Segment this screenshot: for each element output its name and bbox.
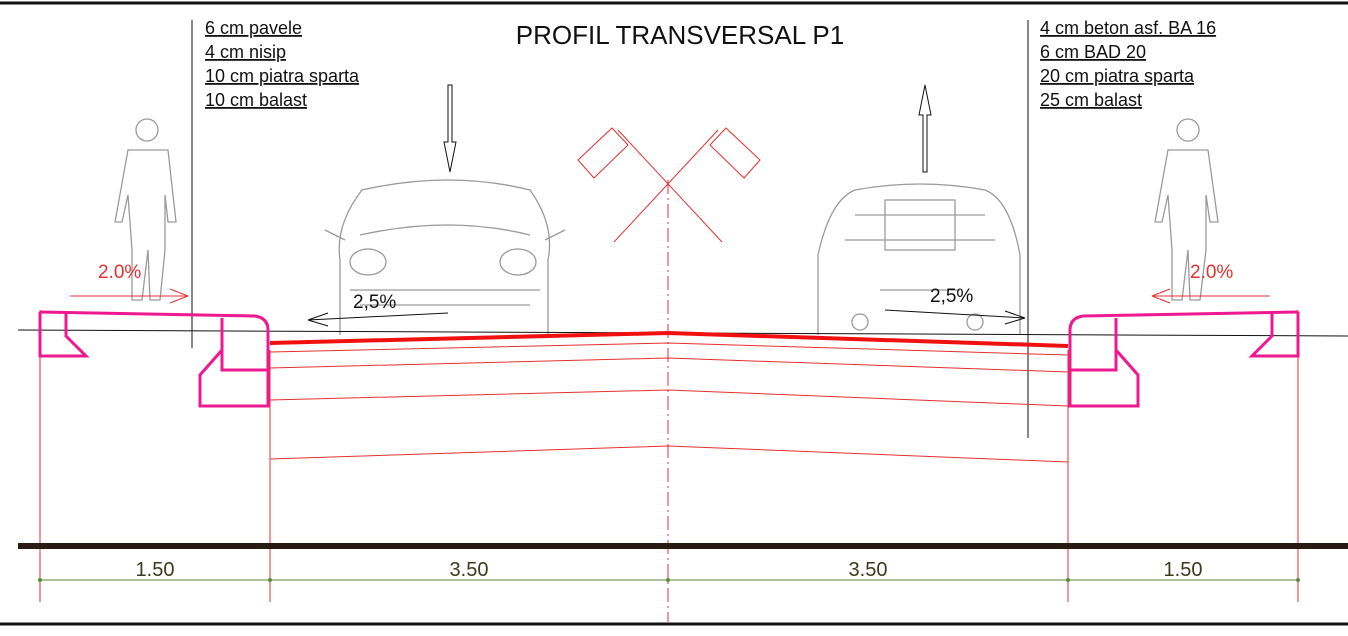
layer-label: 6 cm pavele <box>205 18 302 38</box>
layer-label: 10 cm balast <box>205 90 307 110</box>
dimension: 1.50 <box>136 559 175 581</box>
right-sidewalk <box>1068 310 1300 408</box>
arrow-down <box>443 84 457 173</box>
car-rear <box>817 183 1021 335</box>
lane-slope-arrows <box>307 309 1026 327</box>
dimension: 1.50 <box>1164 559 1203 581</box>
layer-label: 20 cm piatra sparta <box>1040 66 1195 86</box>
slope-label: 2.0% <box>98 262 141 283</box>
left-layers: 6 cm pavele 4 cm nisip 10 cm piatra sparta… <box>205 18 360 110</box>
slope-label: 2,5% <box>353 292 396 313</box>
slope-arrows <box>70 288 1270 304</box>
road-surface <box>269 330 1069 348</box>
layer-label: 10 cm piatra sparta <box>205 66 360 86</box>
layer-label: 4 cm beton asf. BA 16 <box>1040 18 1216 38</box>
layer-label: 6 cm BAD 20 <box>1040 42 1146 62</box>
dimension-ticks <box>38 578 1300 582</box>
pedestrian-left <box>114 118 177 301</box>
title: PROFIL TRANSVERSAL P1 <box>516 20 844 50</box>
dimension: 3.50 <box>849 559 888 581</box>
arrow-up <box>918 84 932 173</box>
layer-label: 25 cm balast <box>1040 90 1142 110</box>
center-flags <box>577 127 761 243</box>
pedestrian-right <box>1154 118 1219 301</box>
left-sidewalk <box>38 310 270 408</box>
slope-label: 2.0% <box>1190 262 1233 283</box>
car-front <box>324 179 566 335</box>
right-layers: 4 cm beton asf. BA 16 6 cm BAD 20 20 cm pi… <box>1040 18 1216 110</box>
layer-label: 4 cm nisip <box>205 42 286 62</box>
slope-label: 2,5% <box>930 286 973 307</box>
road-layers <box>39 310 1299 602</box>
dimension: 3.50 <box>450 559 489 581</box>
